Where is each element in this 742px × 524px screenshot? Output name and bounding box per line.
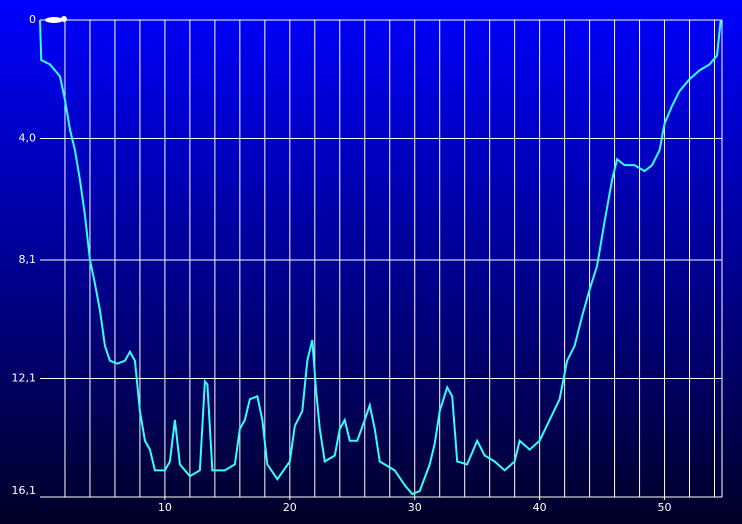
y-tick-label: 8,1 xyxy=(19,253,37,266)
y-tick-label: 12,1 xyxy=(12,371,37,384)
depth-line xyxy=(39,19,722,496)
y-tick-label: 0 xyxy=(29,13,36,26)
x-tick-label: 40 xyxy=(533,501,547,514)
x-tick-label: 50 xyxy=(658,501,672,514)
y-tick-label: 16,1 xyxy=(12,484,37,497)
x-tick-label: 10 xyxy=(158,501,172,514)
x-tick-label: 30 xyxy=(408,501,422,514)
x-tick-label: 20 xyxy=(283,501,297,514)
y-tick-label: 4,0 xyxy=(19,132,37,145)
